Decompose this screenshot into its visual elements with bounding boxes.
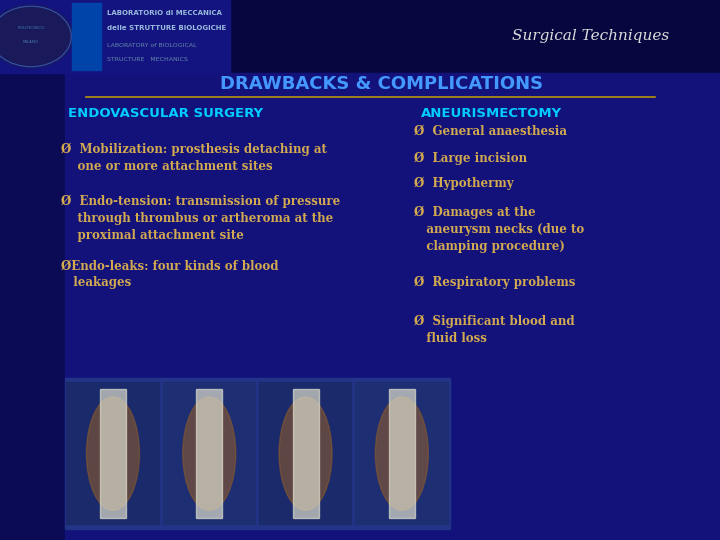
Text: STRUCTURE   MECHANICS: STRUCTURE MECHANICS [107, 57, 187, 62]
Bar [66, 382, 160, 525]
Ellipse shape [375, 397, 428, 510]
Ellipse shape [279, 397, 332, 510]
Text: Ø  Respiratory problems: Ø Respiratory problems [414, 275, 575, 289]
Bar [72, 3, 101, 70]
Text: Ø  Endo-tension: transmission of pressure
    through thrombus or artheroma at t: Ø Endo-tension: transmission of pressure… [61, 194, 341, 242]
Bar [259, 382, 352, 525]
Bar [163, 382, 256, 525]
Text: ØEndo-leaks: four kinds of blood
   leakages: ØEndo-leaks: four kinds of blood leakage… [61, 259, 279, 289]
Text: MILANO: MILANO [23, 40, 39, 44]
Text: Ø  Large incision: Ø Large incision [414, 151, 527, 165]
Bar [292, 389, 318, 518]
Bar [0, 0, 720, 73]
Text: Ø  Significant blood and
   fluid loss: Ø Significant blood and fluid loss [414, 314, 575, 345]
Ellipse shape [183, 397, 235, 510]
Text: POLITECNICO: POLITECNICO [17, 26, 45, 30]
Bar [0, 73, 65, 540]
Bar [197, 389, 222, 518]
Text: ANEURISMECTOMY: ANEURISMECTOMY [421, 107, 562, 120]
Text: Ø  Hypothermy: Ø Hypothermy [414, 177, 513, 191]
Text: delle STRUTTURE BIOLOGICHE: delle STRUTTURE BIOLOGICHE [107, 25, 226, 31]
Bar [65, 73, 720, 540]
Text: Ø  General anaesthesia: Ø General anaesthesia [414, 124, 567, 137]
Text: DRAWBACKS & COMPLICATIONS: DRAWBACKS & COMPLICATIONS [220, 75, 543, 93]
Bar [355, 382, 449, 525]
Text: Ø  Damages at the
   aneurysm necks (due to
   clamping procedure): Ø Damages at the aneurysm necks (due to … [414, 205, 584, 253]
Bar [389, 389, 415, 518]
Text: LABORATORIO di MECCANICA: LABORATORIO di MECCANICA [107, 10, 222, 16]
Bar [65, 378, 450, 529]
Bar [100, 389, 126, 518]
Ellipse shape [86, 397, 140, 510]
Text: ENDOVASCULAR SURGERY: ENDOVASCULAR SURGERY [68, 107, 264, 120]
Bar [0, 0, 230, 73]
Text: Ø  Mobilization: prosthesis detaching at
    one or more attachment sites: Ø Mobilization: prosthesis detaching at … [61, 143, 327, 173]
Circle shape [0, 5, 73, 68]
Text: LABORATORY of BIOLOGICAL: LABORATORY of BIOLOGICAL [107, 43, 196, 48]
Text: Surgical Techniques: Surgical Techniques [512, 30, 669, 43]
